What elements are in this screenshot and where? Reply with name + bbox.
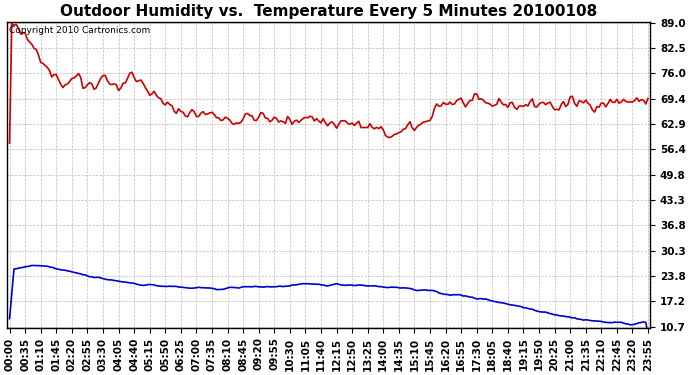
Text: Copyright 2010 Cartronics.com: Copyright 2010 Cartronics.com: [8, 26, 150, 35]
Title: Outdoor Humidity vs.  Temperature Every 5 Minutes 20100108: Outdoor Humidity vs. Temperature Every 5…: [60, 4, 598, 19]
